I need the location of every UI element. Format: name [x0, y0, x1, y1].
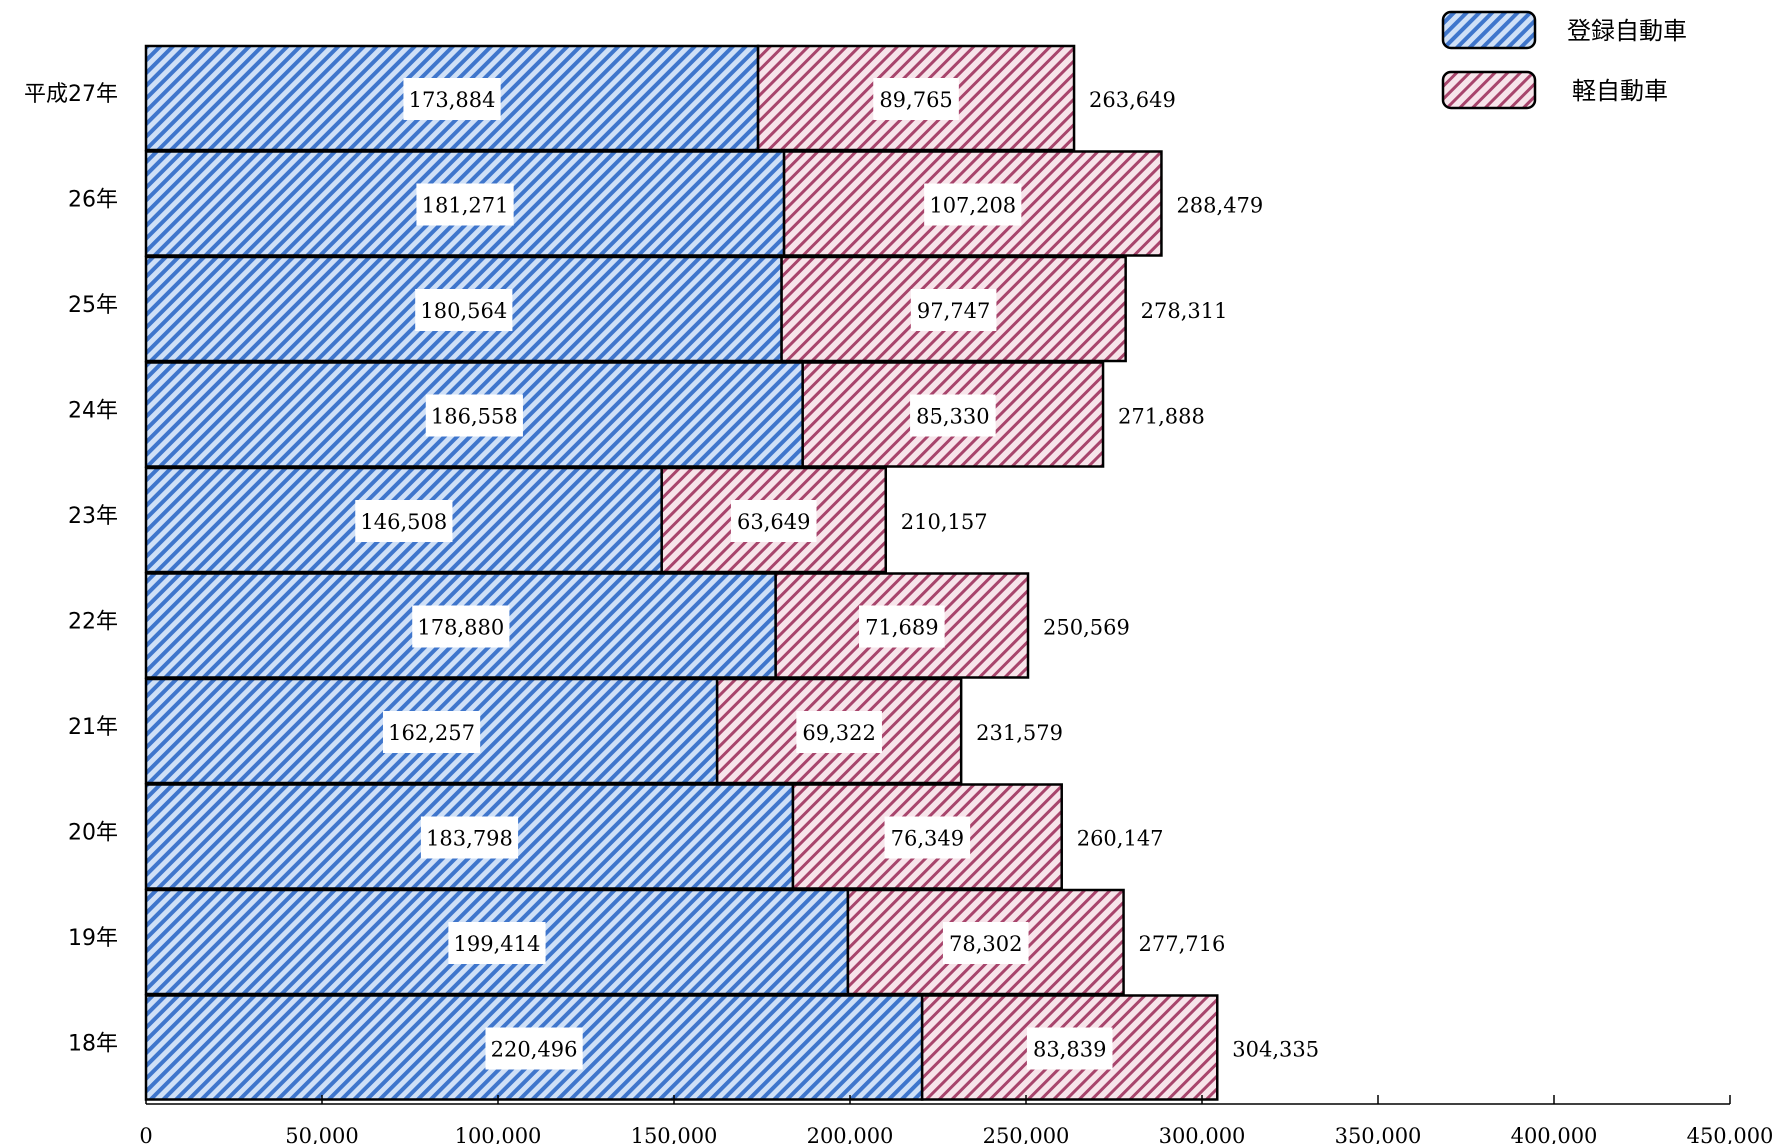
category-label: 19年	[68, 926, 118, 951]
x-tick-label: 200,000	[807, 1124, 894, 1144]
segment-value-label-bg	[910, 289, 997, 331]
segment-value-label: 71,689	[865, 616, 938, 640]
segment-value-label-bg	[448, 922, 546, 964]
x-tick-label: 450,000	[1687, 1124, 1774, 1144]
segment-value-label: 178,880	[417, 616, 504, 640]
legend-label: 登録自動車	[1567, 17, 1687, 45]
total-value-label: 277,716	[1139, 932, 1226, 956]
category-label: 22年	[68, 609, 118, 634]
bar-segment-kei	[660, 466, 888, 574]
x-tick-label: 400,000	[1511, 1124, 1598, 1144]
total-value-label: 250,569	[1043, 616, 1130, 640]
x-tick-label: 50,000	[285, 1124, 358, 1144]
bar-row: 26年 181,271 107,208 288,479	[68, 150, 1263, 257]
total-value-label: 210,157	[901, 510, 988, 534]
bar-row: 25年 180,564 97,747 278,311	[68, 255, 1228, 363]
segment-value-label: 173,884	[409, 88, 496, 112]
segment-value-label: 78,302	[949, 932, 1022, 956]
bars-layer: 平成27年 173,884 89,765 263,649 26年 181,271 107,2…	[24, 44, 1319, 1101]
total-value-label: 278,311	[1141, 299, 1228, 323]
segment-value-label: 63,649	[737, 510, 810, 534]
segment-value-label: 76,349	[891, 827, 964, 851]
total-value-label: 304,335	[1232, 1038, 1319, 1062]
segment-value-label-bg	[884, 816, 971, 859]
segment-value-label-bg	[403, 78, 501, 120]
x-tick-label: 150,000	[631, 1124, 718, 1144]
legend-swatch-kei	[1441, 70, 1537, 110]
segment-value-label-bg	[1026, 1027, 1113, 1070]
bar-row: 19年 199,414 78,302 277,716	[68, 888, 1226, 996]
segment-value-label: 181,271	[422, 194, 509, 218]
bar-row: 22年 178,880 71,689 250,569	[68, 572, 1130, 679]
segment-value-label-bg	[382, 711, 481, 753]
segment-value-label-bg	[420, 816, 519, 859]
category-label: 20年	[68, 820, 118, 845]
x-tick-label: 100,000	[455, 1124, 542, 1144]
segment-value-label-bg	[942, 922, 1029, 964]
bar-row: 平成27年 173,884 89,765 263,649	[24, 44, 1176, 152]
segment-value-label: 183,798	[426, 827, 513, 851]
category-label: 18年	[68, 1031, 118, 1056]
segment-value-label: 180,564	[420, 299, 507, 323]
segment-value-label-bg	[412, 605, 510, 648]
segment-value-label: 199,414	[454, 932, 541, 956]
segment-value-label: 97,747	[917, 299, 990, 323]
segment-value-label: 162,257	[388, 721, 475, 745]
bar-row: 21年 162,257 69,322 231,579	[68, 677, 1063, 785]
segment-value-label-bg	[425, 394, 523, 437]
segment-value-label-bg	[355, 500, 453, 542]
legend-label: 軽自動車	[1572, 77, 1668, 105]
category-label: 23年	[68, 504, 118, 529]
segment-value-label: 107,208	[929, 194, 1016, 218]
segment-value-label-bg	[796, 711, 882, 753]
segment-value-label: 83,839	[1033, 1038, 1106, 1062]
legend-swatch-registered	[1441, 10, 1537, 50]
segment-value-label-bg	[910, 394, 996, 437]
x-tick-label: 250,000	[983, 1124, 1070, 1144]
x-tick-label: 350,000	[1335, 1124, 1422, 1144]
segment-value-label: 85,330	[916, 405, 989, 429]
total-value-label: 260,147	[1077, 827, 1164, 851]
segment-value-label: 186,558	[431, 405, 518, 429]
segment-value-label-bg	[416, 183, 514, 226]
bar-row: 24年 186,558 85,330 271,888	[68, 361, 1205, 468]
segment-value-label: 220,496	[491, 1038, 578, 1062]
category-label: 25年	[68, 293, 118, 318]
total-value-label: 263,649	[1089, 88, 1176, 112]
total-value-label: 288,479	[1176, 194, 1263, 218]
segment-value-label-bg	[485, 1027, 583, 1070]
segment-value-label-bg	[730, 500, 817, 542]
category-label: 24年	[68, 398, 118, 423]
category-label: 21年	[68, 715, 118, 740]
x-axis: 0 50,000 100,000 150,000 200,000 250,000 300,0…	[139, 1095, 1773, 1144]
segment-value-label: 69,322	[802, 721, 875, 745]
segment-value-label: 146,508	[360, 510, 447, 534]
x-tick-label: 300,000	[1159, 1124, 1246, 1144]
category-label: 26年	[68, 187, 118, 212]
bar-row: 20年 183,798 76,349 260,147	[68, 783, 1164, 890]
segment-value-label-bg	[873, 78, 959, 120]
segment-value-label-bg	[415, 289, 513, 331]
segment-value-label: 89,765	[879, 88, 952, 112]
bar-row: 18年 220,496 83,839 304,335	[68, 994, 1319, 1101]
x-tick-label: 0	[139, 1124, 152, 1144]
total-value-label: 231,579	[976, 721, 1063, 745]
total-value-label: 271,888	[1118, 405, 1205, 429]
category-label: 平成27年	[24, 82, 118, 107]
segment-value-label-bg	[859, 605, 945, 648]
segment-value-label-bg	[924, 183, 1022, 226]
bar-row: 23年 146,508 63,649 210,157	[68, 466, 988, 574]
